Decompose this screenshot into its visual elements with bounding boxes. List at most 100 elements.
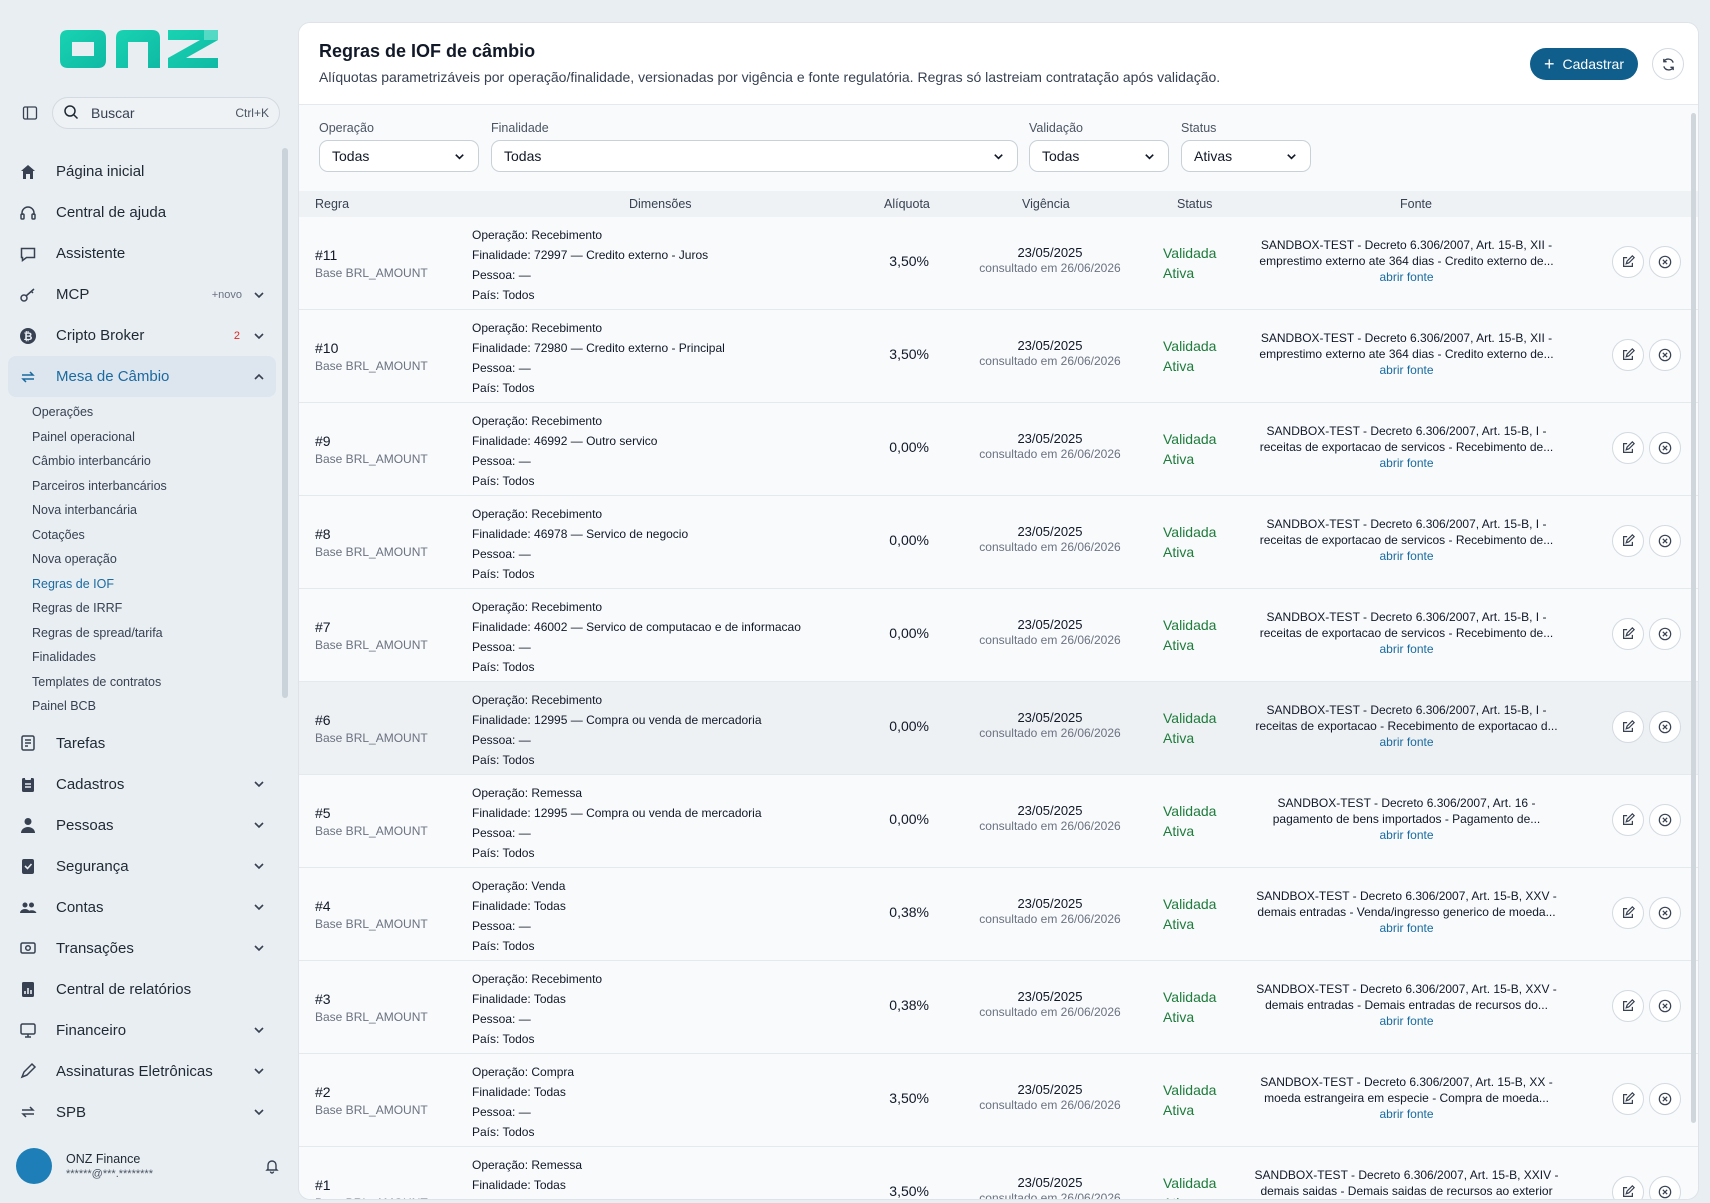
deactivate-button[interactable] <box>1649 618 1681 650</box>
submenu-item-regras-de-irrf[interactable]: Regras de IRRF <box>32 601 123 616</box>
deactivate-button[interactable] <box>1649 990 1681 1022</box>
edit-button[interactable] <box>1612 1083 1644 1115</box>
deactivate-button[interactable] <box>1649 897 1681 929</box>
submenu-item-finalidades[interactable]: Finalidades <box>32 650 96 665</box>
submenu-item-painel-operacional[interactable]: Painel operacional <box>32 429 135 444</box>
deactivate-button[interactable] <box>1649 525 1681 557</box>
submenu-item-nova-interbancaria[interactable]: Nova interbancária <box>32 503 137 518</box>
open-source-link[interactable]: abrir fonte <box>1379 921 1434 935</box>
table-row[interactable]: #1 Base BRL_AMOUNT Operação: Remessa Fin… <box>299 1147 1698 1200</box>
submenu-item-operacoes[interactable]: Operações <box>32 405 94 420</box>
main-scrollbar[interactable] <box>1691 113 1696 1123</box>
validity-cell: 23/05/2025 consultado em 26/06/2026 <box>955 617 1145 647</box>
open-source-link[interactable]: abrir fonte <box>1379 1107 1434 1121</box>
edit-button[interactable] <box>1612 897 1644 929</box>
open-source-link[interactable]: abrir fonte <box>1379 735 1434 749</box>
sidebar-item-transacoes[interactable]: Transações <box>8 928 276 969</box>
sidebar-item-financeiro[interactable]: Financeiro <box>8 1010 276 1051</box>
table-row[interactable]: #8 Base BRL_AMOUNT Operação: Recebimento… <box>299 496 1698 589</box>
submenu-item-parceiros-interbancarios[interactable]: Parceiros interbancários <box>32 478 167 493</box>
table-row[interactable]: #11 Base BRL_AMOUNT Operação: Recebiment… <box>299 217 1698 310</box>
open-source-link[interactable]: abrir fonte <box>1379 270 1434 284</box>
submenu-item-regras-de-spread[interactable]: Regras de spread/tarifa <box>32 625 163 640</box>
refresh-button[interactable] <box>1652 48 1684 80</box>
submenu-item-regras-de-iof[interactable]: Regras de IOF <box>32 576 114 591</box>
validacao-select[interactable]: Todas <box>1029 140 1169 172</box>
sidebar-item-spb[interactable]: SPB <box>8 1092 276 1133</box>
column-header-regra[interactable]: Regra <box>315 197 350 211</box>
sidebar-item-contas[interactable]: Contas <box>8 887 276 928</box>
close-circle-icon <box>1658 441 1672 455</box>
edit-button[interactable] <box>1612 990 1644 1022</box>
sidebar-toggle-icon[interactable] <box>16 99 44 127</box>
user-profile[interactable]: ONZ Finance ******@***.******** <box>16 1146 280 1186</box>
open-source-link[interactable]: abrir fonte <box>1379 363 1434 377</box>
sidebar-scrollbar[interactable] <box>282 148 288 698</box>
submenu-item-templates-de-contratos[interactable]: Templates de contratos <box>32 674 162 689</box>
sidebar-item-cadastros[interactable]: Cadastros <box>8 764 276 805</box>
sidebar-item-central-de-relatorios[interactable]: Central de relatórios <box>8 969 276 1010</box>
edit-button[interactable] <box>1612 711 1644 743</box>
submenu-item-nova-operacao[interactable]: Nova operação <box>32 552 117 567</box>
open-source-link[interactable]: abrir fonte <box>1379 456 1434 470</box>
table-row[interactable]: #7 Base BRL_AMOUNT Operação: Recebimento… <box>299 589 1698 682</box>
open-source-link[interactable]: abrir fonte <box>1379 1014 1434 1028</box>
filter-label: Status <box>1181 121 1217 135</box>
table-row[interactable]: #4 Base BRL_AMOUNT Operação: Venda Final… <box>299 868 1698 961</box>
table-row[interactable]: #10 Base BRL_AMOUNT Operação: Recebiment… <box>299 310 1698 403</box>
table-row[interactable]: #5 Base BRL_AMOUNT Operação: Remessa Fin… <box>299 775 1698 868</box>
deactivate-button[interactable] <box>1649 711 1681 743</box>
edit-button[interactable] <box>1612 432 1644 464</box>
sidebar-item-seguranca[interactable]: Segurança <box>8 846 276 887</box>
deactivate-button[interactable] <box>1649 1176 1681 1199</box>
edit-button[interactable] <box>1612 804 1644 836</box>
column-header-dimensoes[interactable]: Dimensões <box>629 197 692 211</box>
sidebar-item-pagina-inicial[interactable]: Página inicial <box>8 151 276 192</box>
finalidade-select[interactable]: Todas <box>491 140 1018 172</box>
open-source-link[interactable]: abrir fonte <box>1379 549 1434 563</box>
onz-logo[interactable] <box>54 22 236 76</box>
deactivate-button[interactable] <box>1649 804 1681 836</box>
edit-button[interactable] <box>1612 339 1644 371</box>
sidebar-item-tarefas[interactable]: Tarefas <box>8 723 276 764</box>
sidebar-item-cripto-broker[interactable]: ₿ Cripto Broker 2 <box>8 315 276 356</box>
open-source-link[interactable]: abrir fonte <box>1379 642 1434 656</box>
edit-button[interactable] <box>1612 525 1644 557</box>
submenu-item-cotacoes[interactable]: Cotações <box>32 527 85 542</box>
column-header-aliquota[interactable]: Alíquota <box>884 197 930 211</box>
table-row[interactable]: #6 Base BRL_AMOUNT Operação: Recebimento… <box>299 682 1698 775</box>
submenu-item-painel-bcb[interactable]: Painel BCB <box>32 699 96 714</box>
column-header-status[interactable]: Status <box>1177 197 1213 211</box>
deactivate-button[interactable] <box>1649 339 1681 371</box>
sidebar-item-central-de-ajuda[interactable]: Central de ajuda <box>8 192 276 233</box>
column-header-vigencia[interactable]: Vigência <box>1022 197 1070 211</box>
search-input[interactable]: Buscar Ctrl+K <box>52 97 280 129</box>
open-source-link[interactable]: abrir fonte <box>1379 828 1434 842</box>
deactivate-button[interactable] <box>1649 246 1681 278</box>
status-select[interactable]: Ativas <box>1181 140 1311 172</box>
sidebar-item-pessoas[interactable]: Pessoas <box>8 805 276 846</box>
bell-icon[interactable] <box>264 1158 280 1174</box>
sidebar-item-label: Contas <box>56 898 104 916</box>
edit-icon <box>1623 813 1635 825</box>
sidebar-item-mesa-de-cambio[interactable]: Mesa de Câmbio <box>8 356 276 397</box>
table-row[interactable]: #2 Base BRL_AMOUNT Operação: Compra Fina… <box>299 1054 1698 1147</box>
submenu-item-cambio-interbancario[interactable]: Câmbio interbancário <box>32 454 151 469</box>
cadastrar-button[interactable]: + Cadastrar <box>1530 48 1638 80</box>
sidebar-item-mcp[interactable]: MCP +novo <box>8 274 276 315</box>
validation-status: Validada <box>1163 989 1217 1005</box>
column-header-fonte[interactable]: Fonte <box>1400 197 1432 211</box>
sidebar-item-assistente[interactable]: Assistente <box>8 233 276 274</box>
deactivate-button[interactable] <box>1649 432 1681 464</box>
close-circle-icon <box>1658 720 1672 734</box>
edit-button[interactable] <box>1612 1176 1644 1199</box>
edit-button[interactable] <box>1612 618 1644 650</box>
deactivate-button[interactable] <box>1649 1083 1681 1115</box>
open-source-link[interactable]: abrir fonte <box>1254 1199 1559 1200</box>
edit-button[interactable] <box>1612 246 1644 278</box>
sidebar-item-assinaturas-eletronicas[interactable]: Assinaturas Eletrônicas <box>8 1051 276 1092</box>
table-row[interactable]: #3 Base BRL_AMOUNT Operação: Recebimento… <box>299 961 1698 1054</box>
sidebar-item-label: Central de relatórios <box>56 980 192 998</box>
table-row[interactable]: #9 Base BRL_AMOUNT Operação: Recebimento… <box>299 403 1698 496</box>
operacao-select[interactable]: Todas <box>319 140 479 172</box>
